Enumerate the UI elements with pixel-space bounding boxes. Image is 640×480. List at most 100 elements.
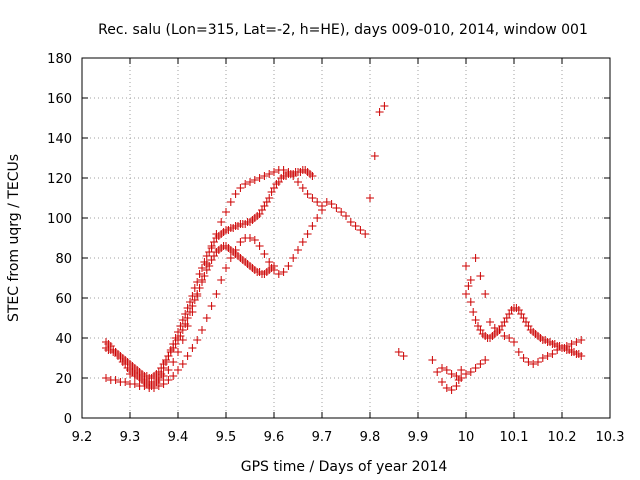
data-point xyxy=(308,172,317,180)
data-point xyxy=(217,218,226,226)
data-point xyxy=(176,322,185,330)
data-point xyxy=(442,384,451,392)
data-point xyxy=(538,354,547,362)
data-point xyxy=(236,238,245,246)
data-point xyxy=(255,174,264,182)
data-point xyxy=(476,360,485,368)
data-point xyxy=(171,334,180,342)
data-point xyxy=(567,340,576,348)
data-point xyxy=(577,336,586,344)
data-point xyxy=(481,356,490,364)
data-point xyxy=(298,238,307,246)
data-point xyxy=(289,172,298,180)
data-point xyxy=(246,178,254,186)
data-point xyxy=(159,372,168,380)
data-point xyxy=(447,370,456,378)
grid xyxy=(82,58,610,418)
data-point xyxy=(298,184,307,192)
data-point xyxy=(164,376,173,384)
data-points xyxy=(102,102,586,394)
data-point xyxy=(553,346,562,354)
data-point xyxy=(313,214,322,222)
data-point xyxy=(577,352,586,360)
data-point xyxy=(181,310,190,318)
data-point xyxy=(399,352,408,360)
data-point xyxy=(274,270,283,278)
data-point xyxy=(164,352,173,360)
data-point xyxy=(562,342,571,350)
x-axis-title: GPS time / Days of year 2014 xyxy=(241,459,448,475)
data-point xyxy=(202,314,211,322)
data-point xyxy=(457,374,466,382)
x-tick-label: 9.7 xyxy=(312,430,333,445)
data-point xyxy=(380,102,389,110)
data-point xyxy=(452,382,461,390)
data-point xyxy=(183,352,192,360)
x-tick-label: 10 xyxy=(458,430,475,445)
data-point xyxy=(174,366,182,374)
data-point xyxy=(169,372,178,380)
data-point xyxy=(226,254,235,262)
y-tick-label: 160 xyxy=(47,92,72,107)
data-point xyxy=(198,326,206,334)
x-tick-label: 10.2 xyxy=(548,430,577,445)
x-tick-label: 9.4 xyxy=(168,430,189,445)
data-point xyxy=(351,222,360,230)
data-point xyxy=(356,226,365,234)
data-point xyxy=(226,198,235,206)
chart-title: Rec. salu (Lon=315, Lat=-2, h=HE), days … xyxy=(98,22,588,38)
data-point xyxy=(322,198,331,206)
data-point xyxy=(466,368,475,376)
data-point xyxy=(308,194,317,202)
data-point xyxy=(102,374,110,382)
data-point xyxy=(265,170,274,178)
data-point xyxy=(464,282,473,290)
y-tick-label: 180 xyxy=(47,52,72,67)
data-point xyxy=(198,276,206,284)
data-point xyxy=(476,272,485,280)
data-point xyxy=(121,378,130,386)
data-point xyxy=(159,364,168,372)
data-point xyxy=(558,344,566,352)
data-point xyxy=(466,298,475,306)
data-point xyxy=(361,230,370,238)
data-point xyxy=(447,386,456,394)
data-point xyxy=(162,358,170,366)
data-point xyxy=(270,168,278,176)
data-point xyxy=(462,262,470,270)
data-point xyxy=(135,374,144,382)
data-point xyxy=(174,348,182,356)
data-point xyxy=(500,332,509,340)
data-point xyxy=(178,316,187,324)
data-point xyxy=(222,208,230,216)
x-tick-label: 10.3 xyxy=(596,430,625,445)
data-point xyxy=(370,152,379,160)
data-point xyxy=(190,284,199,292)
data-point xyxy=(342,212,350,220)
data-point xyxy=(438,364,446,372)
y-axis: 0 20 40 60 80 100 120 140 160 180 xyxy=(47,52,610,427)
data-point xyxy=(428,356,437,364)
y-tick-label: 80 xyxy=(55,252,72,267)
y-axis-title: STEC from uqrg / TECUs xyxy=(6,154,22,322)
data-point xyxy=(529,360,538,368)
data-point xyxy=(519,354,528,362)
data-point xyxy=(346,218,355,226)
data-point xyxy=(366,194,374,202)
data-point xyxy=(327,200,336,208)
data-point xyxy=(303,190,312,198)
data-point xyxy=(481,290,490,298)
data-point xyxy=(154,376,163,384)
data-point xyxy=(313,198,322,206)
x-axis: 9.2 9.3 9.4 9.5 9.6 9.7 9.8 9.9 10 10.1 10.2 10.3 xyxy=(72,58,625,445)
data-point xyxy=(111,376,120,384)
data-point xyxy=(289,254,298,262)
data-point xyxy=(159,380,168,388)
y-tick-label: 0 xyxy=(64,412,72,427)
data-point xyxy=(195,270,204,278)
data-point xyxy=(375,108,384,116)
data-point xyxy=(231,246,240,254)
data-point xyxy=(150,378,158,386)
data-point xyxy=(294,178,302,186)
data-point xyxy=(188,308,197,316)
